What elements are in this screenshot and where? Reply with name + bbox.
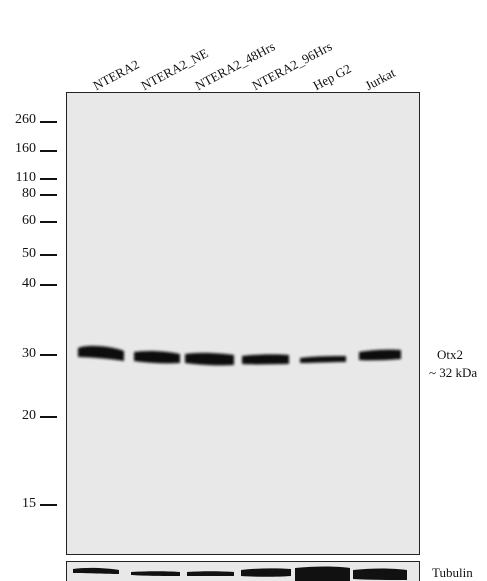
marker-label-20: 20: [22, 408, 36, 423]
tubulin-band-ntera2-ne: [131, 571, 180, 576]
main-blot-panel: [66, 92, 420, 555]
marker-label-40: 40: [22, 276, 36, 291]
marker-label-50: 50: [22, 246, 36, 261]
band-ntera2-48hrs: [185, 352, 234, 366]
tubulin-band-ntera2-96hrs: [241, 568, 291, 577]
otx2-bands: [78, 345, 401, 366]
marker-tick-30: [40, 354, 57, 356]
loading-control-label: Tubulin: [432, 565, 473, 580]
tubulin-band-ntera2-48hrs: [187, 571, 234, 576]
marker-label-30: 30: [22, 346, 36, 361]
marker-label-15: 15: [22, 496, 36, 511]
band-ntera2-96hrs: [242, 354, 289, 365]
tubulin-band-jurkat: [353, 568, 407, 580]
band-size-label: ~ 32 kDa: [429, 365, 478, 380]
marker-label-80: 80: [22, 186, 36, 201]
band-jurkat: [359, 349, 401, 361]
marker-tick-20: [40, 416, 57, 418]
lane-label-ntera2: NTERA2: [90, 56, 142, 94]
marker-tick-15: [40, 504, 57, 506]
lane-label-jurkat: Jurkat: [362, 64, 398, 94]
marker-tick-40: [40, 284, 57, 286]
marker-label-160: 160: [15, 141, 36, 156]
marker-tick-50: [40, 254, 57, 256]
marker-tick-60: [40, 221, 57, 223]
marker-tick-110: [40, 178, 57, 180]
band-ntera2: [78, 345, 124, 361]
marker-label-260: 260: [15, 112, 36, 127]
tubulin-bands: [73, 566, 407, 581]
marker-tick-80: [40, 194, 57, 196]
marker-label-60: 60: [22, 213, 36, 228]
tubulin-band-hep-g2: [295, 566, 350, 581]
marker-label-110: 110: [15, 170, 36, 185]
band-hep-g2: [300, 356, 346, 363]
tubulin-blot-panel: [66, 561, 420, 581]
marker-tick-160: [40, 150, 57, 152]
tubulin-band-ntera2: [73, 567, 119, 574]
band-name-label: Otx2: [437, 347, 463, 362]
marker-tick-260: [40, 121, 57, 123]
band-ntera2-ne: [134, 350, 180, 364]
lane-label-hep-g2: Hep G2: [310, 60, 354, 94]
